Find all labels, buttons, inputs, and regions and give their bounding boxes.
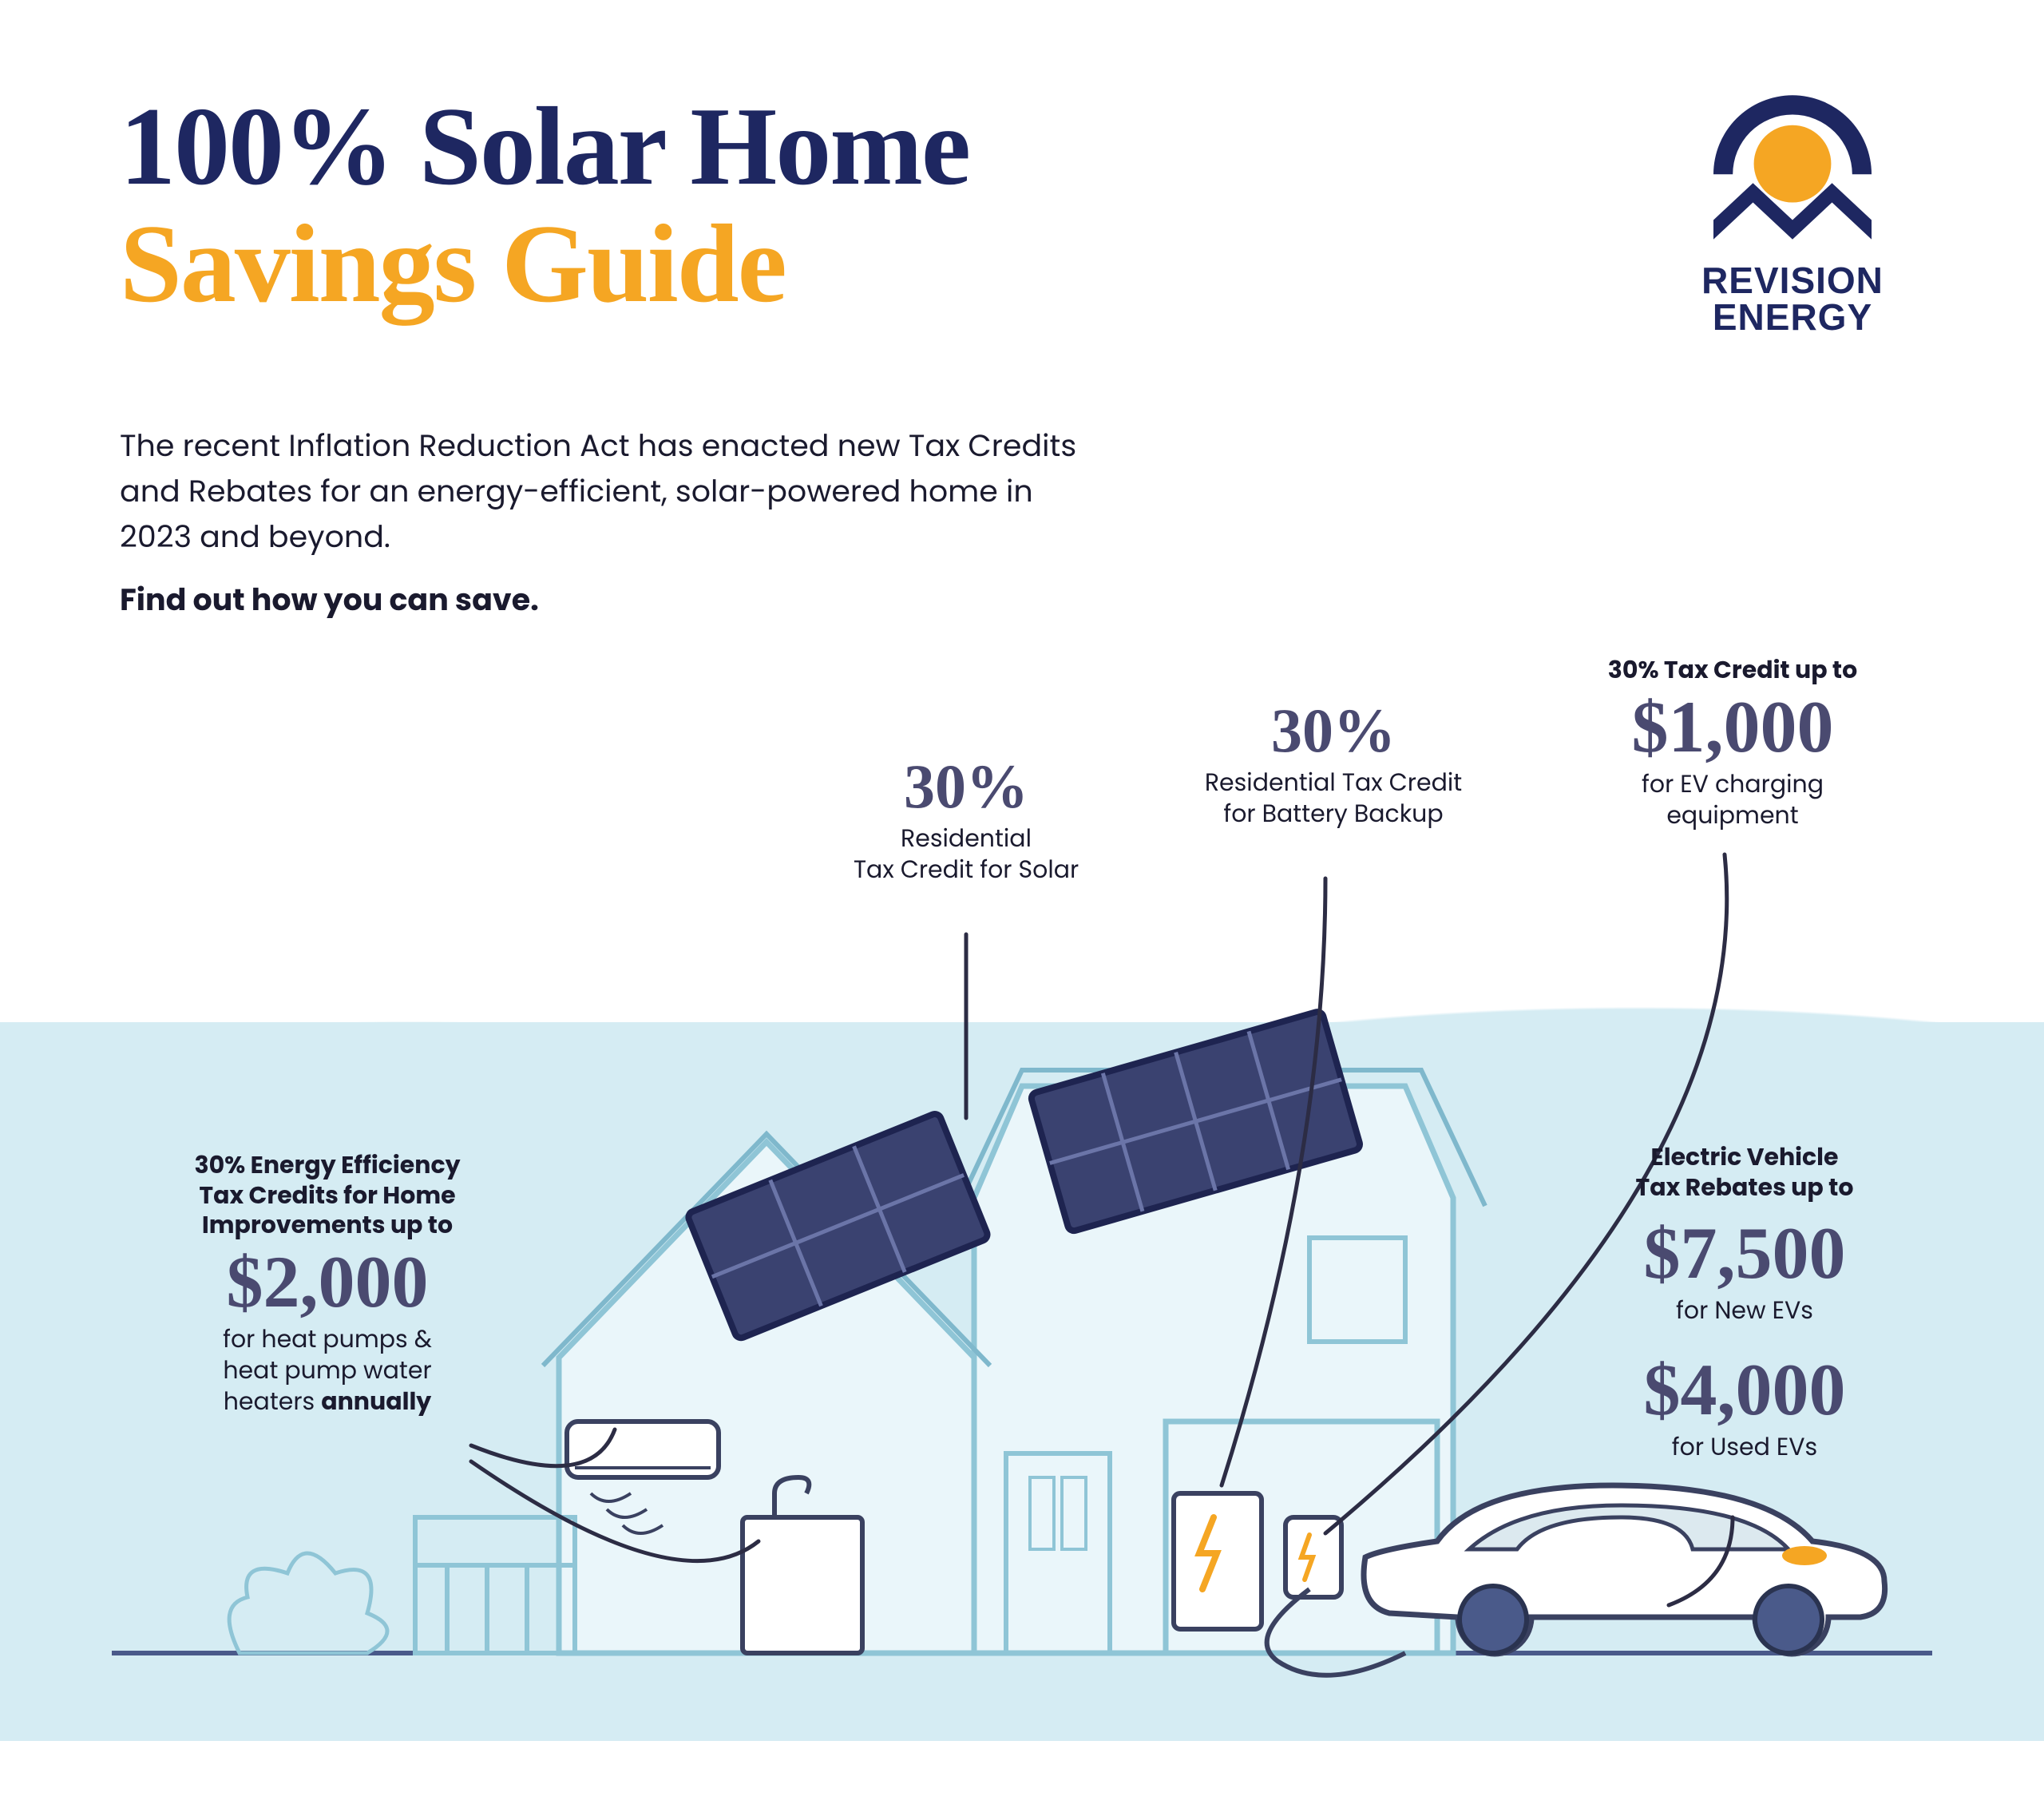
evcharge-sub: for EV chargingequipment [1541,768,1924,831]
brand-name-line1: REVISION [1661,262,1924,299]
battery-sub: Residential Tax Creditfor Battery Backup [1166,767,1501,829]
callout-heat-pump-credit: 30% Energy EfficiencyTax Credits for Hom… [136,1150,519,1417]
callout-battery-backup: 30% Residential Tax Creditfor Battery Ba… [1166,695,1501,829]
ev-new-sub: for New EVs [1565,1295,1924,1326]
ev-new-amount: $7,500 [1565,1216,1924,1290]
intro-cta: Find out how you can save. [120,577,1078,623]
intro-copy: The recent Inflation Reduction Act has e… [120,423,1078,623]
ev-used-sub: for Used EVs [1565,1431,1924,1462]
brand-name-line2: ENERGY [1661,299,1924,335]
heat-amount: $2,000 [136,1245,519,1318]
battery-percent: 30% [1166,700,1501,762]
intro-body: The recent Inflation Reduction Act has e… [120,425,1076,558]
callout-solar-tax-credit: 30% ResidentialTax Credit for Solar [814,751,1118,885]
revision-energy-logo-icon [1705,88,1880,256]
ev-used-amount: $4,000 [1565,1353,1924,1426]
brand-logo: REVISION ENERGY [1661,88,1924,335]
title-line2: Savings Guide [120,205,969,323]
ev-lead: Electric VehicleTax Rebates up to [1565,1142,1924,1202]
callout-ev-rebates: Electric VehicleTax Rebates up to $7,500… [1565,1142,1924,1462]
heat-sub: for heat pumps &heat pump waterheaters a… [136,1323,519,1417]
heat-lead: 30% Energy EfficiencyTax Credits for Hom… [136,1150,519,1240]
solar-sub: ResidentialTax Credit for Solar [814,823,1118,885]
heat-sub-bold: annually [321,1384,431,1418]
callout-ev-charger-credit: 30% Tax Credit up to $1,000 for EV charg… [1541,655,1924,831]
solar-percent: 30% [814,755,1118,818]
evcharge-amount: $1,000 [1541,690,1924,763]
header: 100% Solar Home Savings Guide REVISION E… [120,88,1924,335]
title-line1: 100% Solar Home [120,88,969,205]
evcharge-lead: 30% Tax Credit up to [1541,655,1924,685]
title-block: 100% Solar Home Savings Guide [120,88,969,323]
page-title: 100% Solar Home Savings Guide [120,88,969,323]
